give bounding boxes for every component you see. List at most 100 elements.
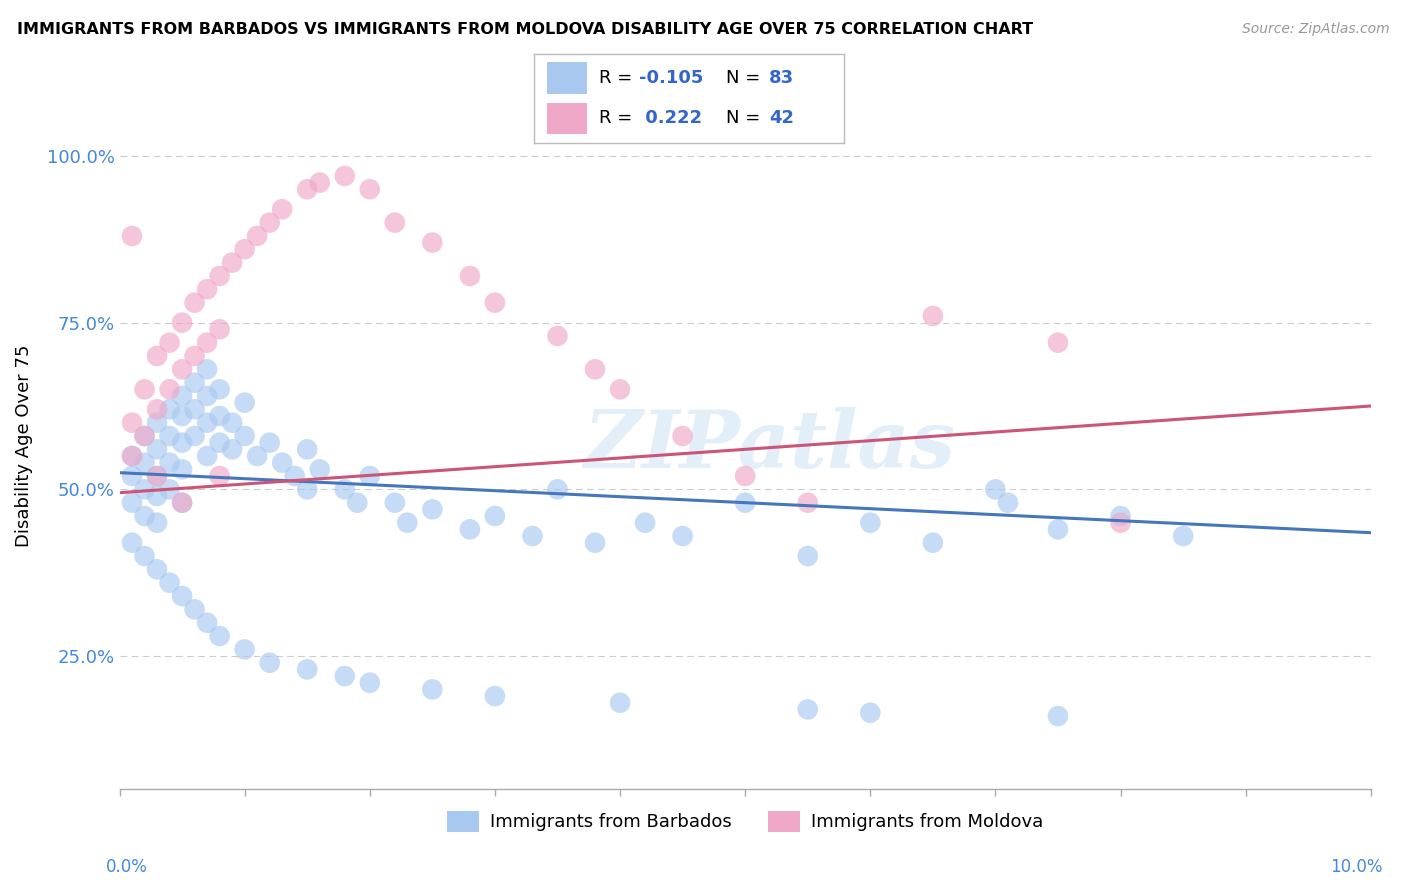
Point (233, 642, 256, 657)
Point (134, 429, 156, 443)
Point (159, 335, 181, 350)
Point (922, 535, 945, 549)
Point (609, 696, 631, 710)
Point (422, 502, 444, 516)
Text: 83: 83 (769, 69, 794, 87)
Point (359, 675, 381, 690)
Point (195, 362, 218, 376)
Point (259, 216, 281, 230)
Point (984, 483, 1007, 497)
Point (121, 496, 143, 510)
Point (271, 456, 294, 470)
Point (208, 268, 231, 283)
Point (121, 535, 143, 549)
Point (146, 469, 169, 483)
Point (297, 483, 319, 497)
Point (121, 469, 143, 483)
Point (146, 416, 169, 430)
Point (634, 516, 657, 530)
Point (333, 483, 356, 497)
Point (1046, 522, 1069, 536)
Point (172, 435, 194, 450)
Point (246, 229, 269, 244)
Point (195, 416, 218, 430)
Point (233, 242, 256, 256)
Point (333, 169, 356, 183)
Text: N =: N = (725, 69, 766, 87)
Point (146, 469, 169, 483)
Text: R =: R = (599, 109, 638, 127)
Text: 42: 42 (769, 109, 794, 127)
Point (208, 382, 231, 396)
Y-axis label: Disability Age Over 75: Disability Age Over 75 (14, 344, 32, 548)
Text: 0.222: 0.222 (640, 109, 703, 127)
Point (796, 549, 818, 563)
Point (134, 508, 156, 523)
Point (195, 615, 218, 630)
Point (172, 589, 194, 603)
Point (208, 322, 231, 336)
Text: IMMIGRANTS FROM BARBADOS VS IMMIGRANTS FROM MOLDOVA DISABILITY AGE OVER 75 CORRE: IMMIGRANTS FROM BARBADOS VS IMMIGRANTS F… (17, 22, 1033, 37)
Point (134, 483, 156, 497)
Point (134, 429, 156, 443)
Point (1046, 335, 1069, 350)
Bar (547, 62, 586, 94)
Text: Source: ZipAtlas.com: Source: ZipAtlas.com (1241, 22, 1389, 37)
Point (297, 182, 319, 196)
Point (297, 662, 319, 676)
Point (172, 316, 194, 330)
Point (1173, 529, 1195, 543)
Text: N =: N = (725, 109, 766, 127)
Point (384, 216, 406, 230)
Point (547, 483, 569, 497)
Point (172, 409, 194, 423)
Point (146, 516, 169, 530)
Point (308, 462, 330, 476)
Point (359, 182, 381, 196)
Point (547, 329, 569, 343)
Point (233, 395, 256, 409)
Text: R =: R = (599, 69, 638, 87)
Point (121, 449, 143, 463)
Point (172, 362, 194, 376)
Point (146, 562, 169, 576)
Point (146, 489, 169, 503)
Point (159, 402, 181, 417)
Point (146, 349, 169, 363)
Point (333, 669, 356, 683)
Point (134, 456, 156, 470)
Point (859, 706, 882, 720)
Point (208, 469, 231, 483)
Point (221, 442, 243, 457)
Point (734, 469, 756, 483)
Point (672, 429, 695, 443)
Point (183, 402, 205, 417)
Point (297, 442, 319, 457)
Point (259, 435, 281, 450)
Point (195, 335, 218, 350)
Point (159, 382, 181, 396)
Point (121, 229, 143, 244)
Point (396, 516, 419, 530)
Point (183, 376, 205, 390)
Point (522, 529, 544, 543)
Point (308, 176, 330, 190)
Point (159, 483, 181, 497)
Point (159, 456, 181, 470)
Point (183, 602, 205, 616)
Point (221, 416, 243, 430)
Point (422, 682, 444, 697)
Point (583, 362, 606, 376)
Text: 0.0%: 0.0% (105, 858, 148, 876)
Point (422, 235, 444, 250)
Point (359, 469, 381, 483)
Point (796, 496, 818, 510)
Point (221, 255, 243, 269)
Point (1046, 709, 1069, 723)
Point (134, 382, 156, 396)
Point (1109, 516, 1132, 530)
Point (259, 656, 281, 670)
Point (246, 449, 269, 463)
Point (458, 268, 481, 283)
Point (183, 429, 205, 443)
